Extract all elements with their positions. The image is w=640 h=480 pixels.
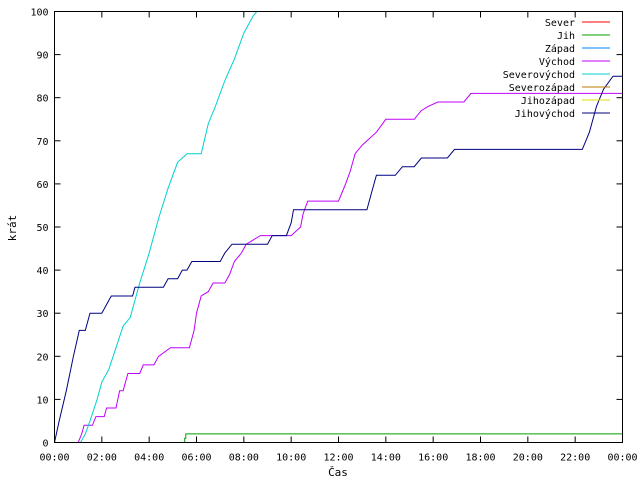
series-line-7: [54, 75, 623, 443]
legend-label: Východ: [539, 56, 575, 68]
series-line-4: [54, 11, 258, 443]
x-tick-label: 12:00: [323, 453, 353, 464]
y-axis-label: krát: [6, 215, 19, 242]
legend-label: Západ: [545, 43, 575, 55]
y-tick-label: 90: [36, 51, 48, 62]
y-tick-label: 20: [36, 352, 48, 363]
x-tick-label: 00:00: [39, 453, 69, 464]
y-tick-label: 10: [36, 395, 48, 406]
legend-label: Jihovýchod: [515, 108, 575, 120]
series-lines: [54, 11, 623, 443]
y-tick-label: 60: [36, 180, 48, 191]
x-tick-label: 06:00: [181, 453, 211, 464]
x-tick-label: 04:00: [134, 453, 164, 464]
plot-frame: [54, 11, 623, 443]
x-tick-label: 00:00: [607, 453, 637, 464]
legend-label: Jihozápad: [521, 95, 575, 107]
x-tick-label: 16:00: [418, 453, 448, 464]
y-tick-label: 40: [36, 266, 48, 277]
x-tick-label: 02:00: [87, 453, 117, 464]
x-tick-label: 14:00: [371, 453, 401, 464]
axis-ticks: 0 10 20 30 40 50 60 70 80 90 100 00:00 02:00 04:00 06:…: [30, 8, 637, 464]
y-tick-label: 70: [36, 137, 48, 148]
x-tick-label: 18:00: [465, 453, 495, 464]
series-line-1: [54, 433, 623, 443]
legend: Sever JihZápadVýchodSeverovýchodSeverozáp…: [503, 18, 610, 120]
x-tick-label: 22:00: [560, 453, 590, 464]
y-tick-label: 50: [36, 223, 48, 234]
y-tick-label: 30: [36, 309, 48, 320]
y-tick-label: 100: [30, 8, 48, 19]
y-tick-label: 0: [42, 439, 48, 450]
legend-label: Severovýchod: [503, 69, 575, 81]
x-tick-label: 10:00: [276, 453, 306, 464]
x-tick-label: 20:00: [513, 453, 543, 464]
legend-label: Jih: [557, 31, 575, 42]
legend-label: Severozápad: [509, 82, 575, 94]
x-tick-label: 08:00: [229, 453, 259, 464]
y-tick-label: 80: [36, 94, 48, 105]
legend-label: Sever: [545, 18, 575, 29]
series-line-3: [54, 92, 623, 443]
x-axis-label: Čas: [328, 466, 348, 479]
